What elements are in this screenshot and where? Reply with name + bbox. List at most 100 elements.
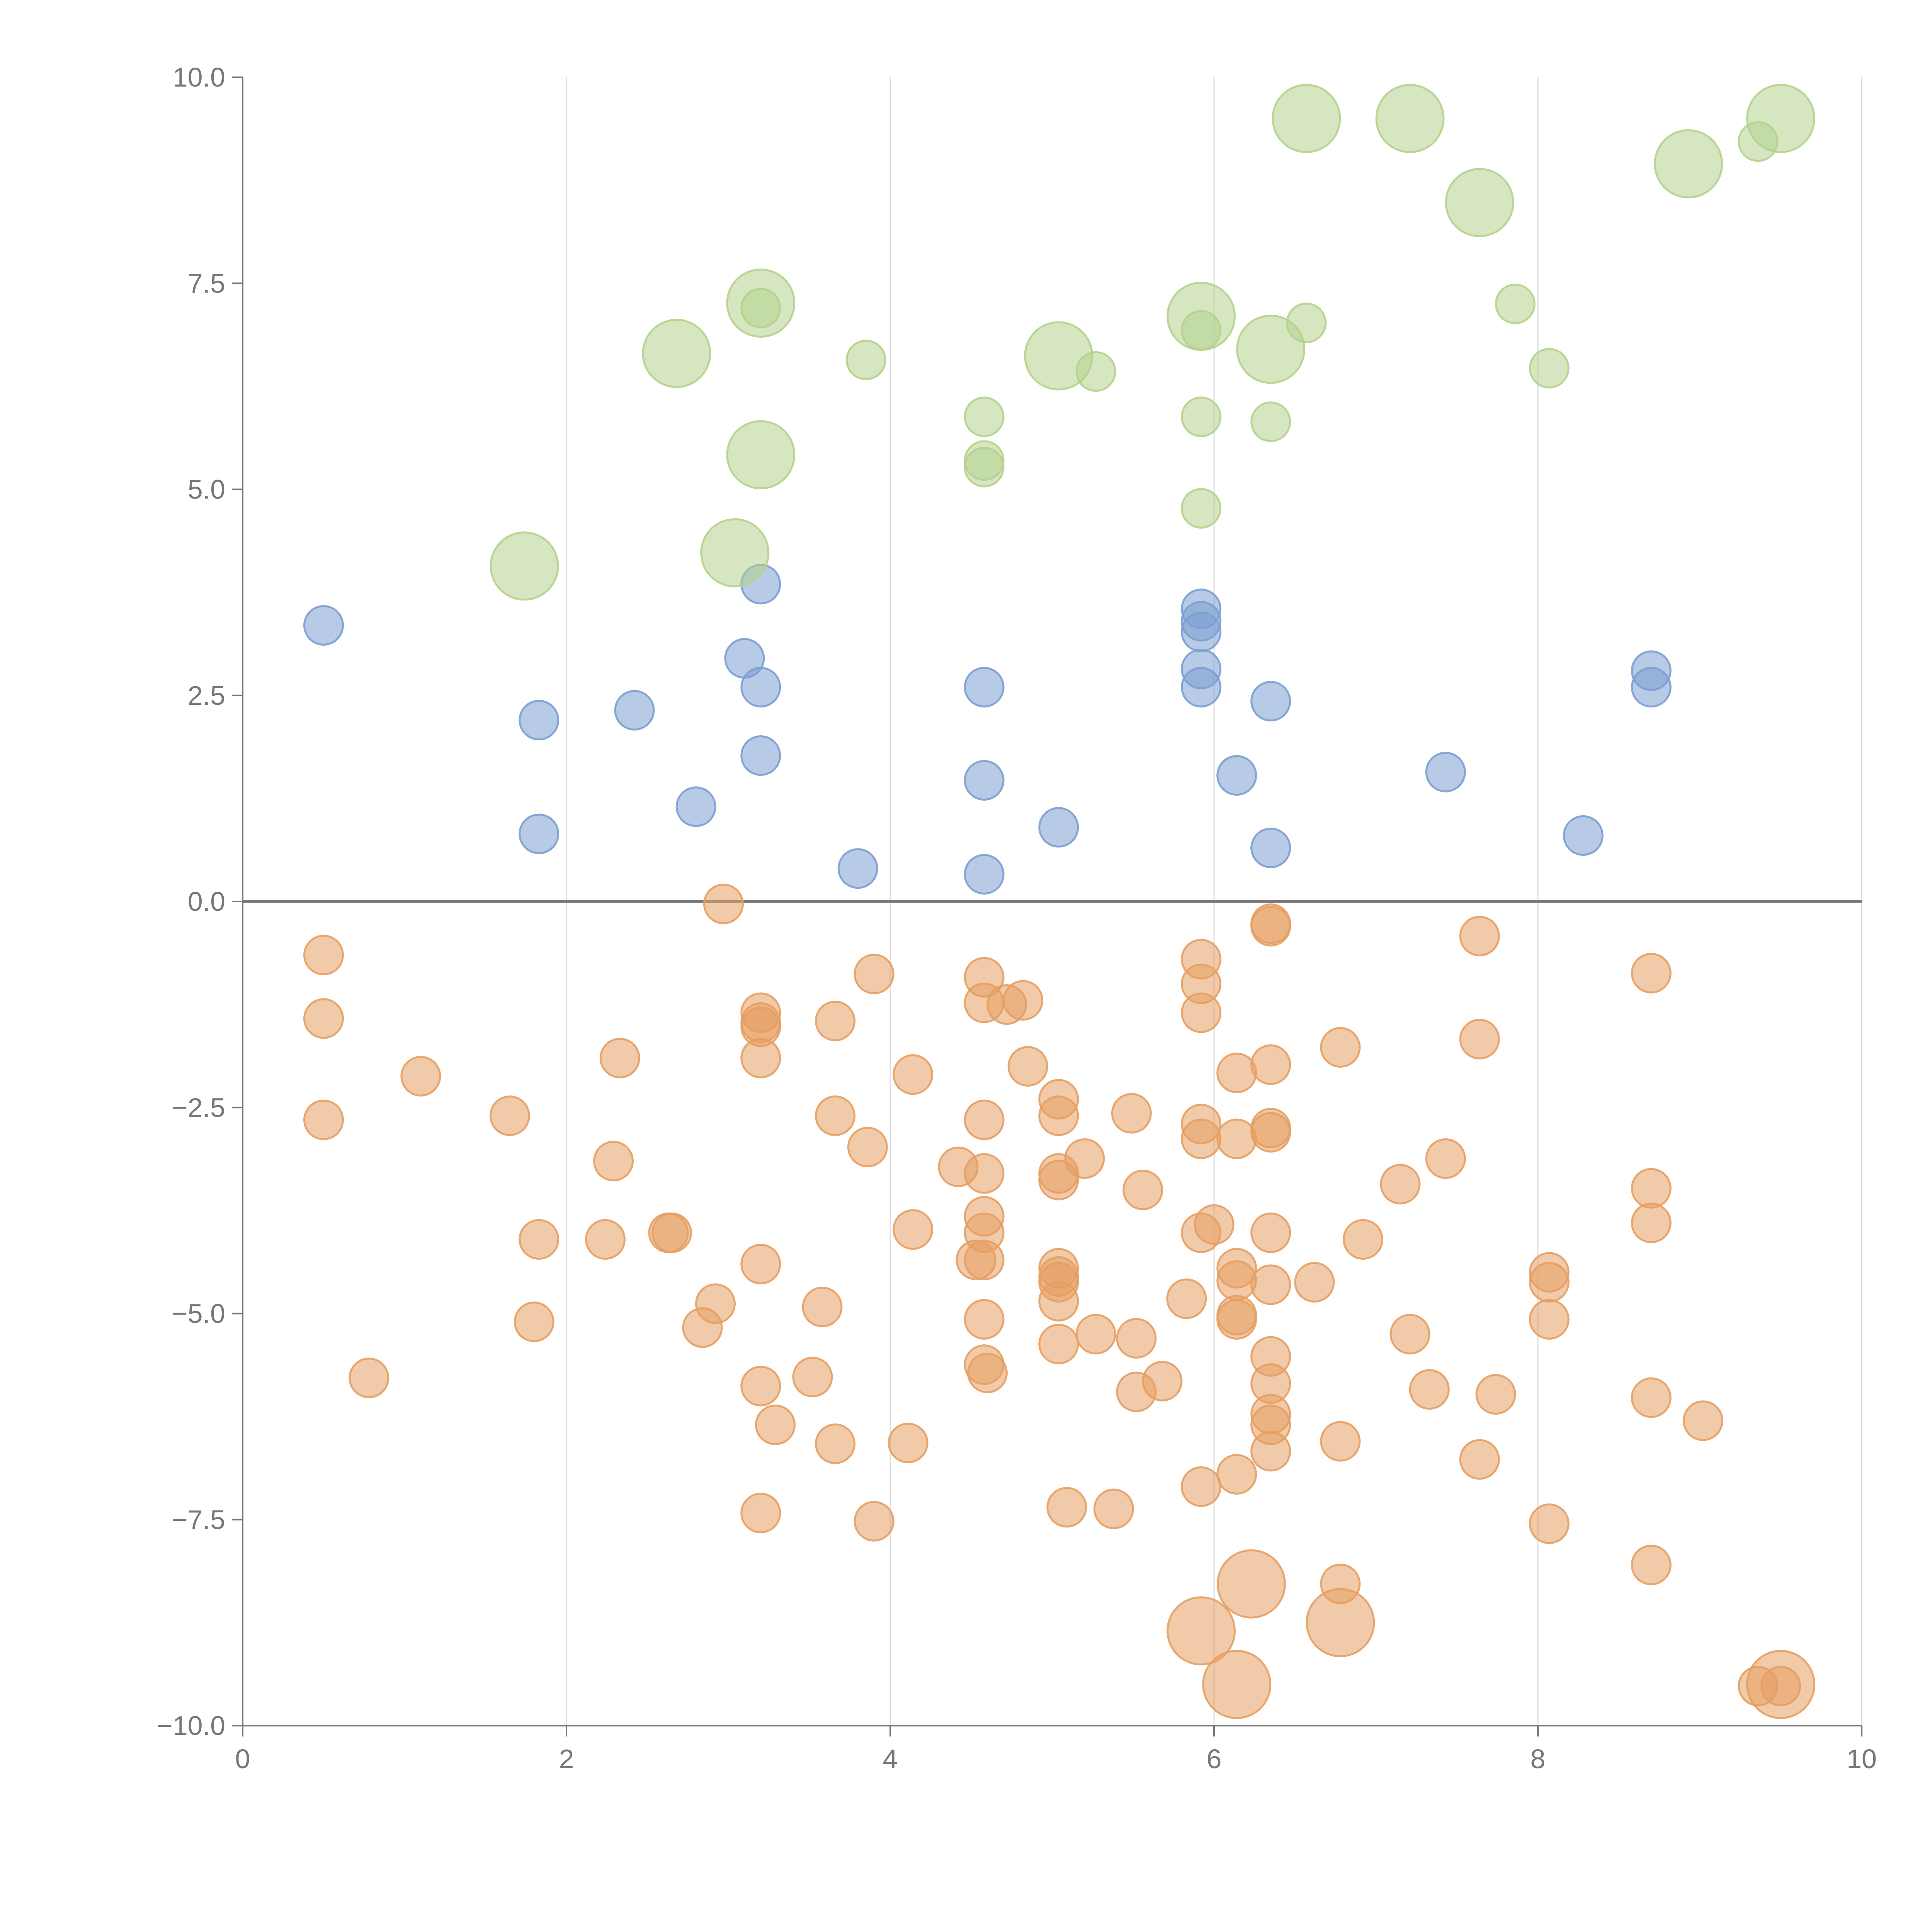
data-point-green: [1496, 285, 1534, 323]
data-point-orange: [304, 936, 343, 975]
data-point-orange: [1747, 1651, 1815, 1718]
y-tick-label: 2.5: [188, 680, 225, 711]
data-point-orange: [1112, 1094, 1151, 1133]
data-point-orange: [1117, 1319, 1156, 1357]
data-point-orange: [1218, 1455, 1256, 1493]
data-point-green: [965, 448, 1003, 486]
data-point-orange: [594, 1142, 633, 1180]
data-point-orange: [1182, 993, 1220, 1032]
x-tick-label: 6: [1207, 1744, 1222, 1774]
data-point-orange: [1167, 1279, 1206, 1318]
data-point-green: [1182, 398, 1220, 436]
data-point-orange: [1252, 1045, 1290, 1084]
data-point-green: [1273, 85, 1340, 152]
data-point-orange: [742, 1367, 780, 1405]
scatter-chart: 10.07.55.02.50.0−2.5−5.0−7.5−10.00 2 4 6 8 10: [0, 0, 1932, 1932]
data-point-orange: [1182, 1467, 1220, 1506]
data-point-orange: [965, 1154, 1003, 1193]
data-point-orange: [1307, 1589, 1374, 1656]
y-tick-label: −5.0: [172, 1299, 225, 1329]
data-point-orange: [1530, 1300, 1568, 1338]
data-point-orange: [1530, 1263, 1568, 1301]
data-point-orange: [304, 1100, 343, 1139]
data-point-orange: [1039, 1097, 1078, 1135]
data-point-orange: [894, 1055, 932, 1094]
data-point-orange: [520, 1220, 558, 1259]
data-point-green: [727, 421, 794, 488]
data-point-green: [1446, 169, 1513, 236]
y-tick-label: 7.5: [188, 268, 225, 298]
data-point-blue: [1039, 808, 1078, 847]
data-point-orange: [816, 1097, 855, 1135]
data-point-orange: [1381, 1165, 1420, 1204]
data-point-orange: [1476, 1375, 1515, 1414]
data-point-blue: [965, 855, 1003, 894]
y-tick-label: 10.0: [173, 62, 225, 92]
data-point-orange: [1632, 1546, 1670, 1584]
data-point-green: [1655, 130, 1722, 197]
data-point-orange: [1124, 1171, 1162, 1209]
data-point-green: [1025, 322, 1092, 389]
data-point-orange: [1218, 1550, 1285, 1617]
data-point-blue: [1252, 682, 1290, 721]
series-orange: [304, 884, 1815, 1718]
data-point-orange: [696, 1284, 735, 1323]
data-point-orange: [965, 1300, 1003, 1338]
data-point-orange: [855, 1502, 893, 1541]
data-point-orange: [1143, 1362, 1182, 1400]
data-point-orange: [1426, 1139, 1465, 1178]
data-point-blue: [615, 691, 654, 730]
data-point-blue: [965, 761, 1003, 799]
data-point-green: [727, 269, 794, 337]
data-point-orange: [848, 1128, 887, 1167]
data-point-orange: [1094, 1490, 1133, 1528]
data-point-orange: [1632, 954, 1670, 993]
data-point-orange: [1252, 1113, 1290, 1151]
data-point-orange: [1039, 1325, 1078, 1363]
data-point-orange: [742, 1494, 780, 1532]
data-point-orange: [816, 1425, 855, 1463]
data-point-green: [1167, 283, 1235, 350]
data-point-orange: [855, 955, 893, 993]
data-point-green: [1237, 316, 1304, 383]
data-point-orange: [742, 1245, 780, 1284]
data-point-orange: [1410, 1370, 1449, 1409]
y-tick-label: 5.0: [188, 474, 225, 505]
data-point-orange: [1077, 1315, 1115, 1354]
data-point-orange: [1632, 1169, 1670, 1208]
data-point-orange: [968, 1354, 1007, 1392]
data-point-blue: [1182, 613, 1220, 651]
data-point-blue: [520, 701, 558, 740]
data-point-orange: [965, 1100, 1003, 1139]
data-point-blue: [1252, 828, 1290, 867]
data-point-orange: [490, 1097, 529, 1135]
data-point-orange: [304, 999, 343, 1038]
data-point-orange: [1632, 1204, 1670, 1242]
data-point-orange: [1009, 1047, 1047, 1086]
series-green: [491, 85, 1814, 600]
data-point-blue: [677, 787, 715, 826]
data-point-orange: [1632, 1378, 1670, 1417]
data-point-orange: [350, 1359, 388, 1397]
data-point-orange: [1295, 1263, 1334, 1301]
data-point-green: [1376, 85, 1444, 152]
data-point-orange: [515, 1303, 553, 1341]
data-point-orange: [1321, 1028, 1360, 1067]
data-point-orange: [1065, 1139, 1104, 1178]
data-point-blue: [742, 668, 780, 706]
data-point-orange: [965, 1241, 1003, 1279]
data-point-blue: [304, 606, 343, 645]
data-point-orange: [742, 1039, 780, 1077]
data-point-orange: [1048, 1488, 1086, 1527]
data-point-orange: [704, 884, 743, 923]
data-point-orange: [1218, 1054, 1256, 1092]
data-point-orange: [1530, 1504, 1568, 1543]
series-blue: [304, 565, 1671, 894]
x-tick-label: 0: [235, 1744, 250, 1774]
data-point-orange: [1391, 1315, 1429, 1354]
x-tick-label: 10: [1847, 1744, 1877, 1774]
x-tick-label: 4: [883, 1744, 898, 1774]
x-tick-label: 2: [559, 1744, 574, 1774]
data-point-blue: [520, 815, 558, 853]
data-point-orange: [1252, 1432, 1290, 1471]
